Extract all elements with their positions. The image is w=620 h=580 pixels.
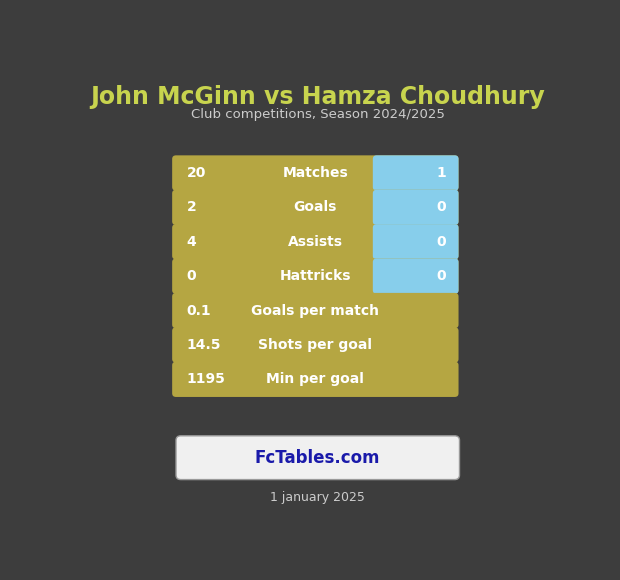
FancyBboxPatch shape bbox=[176, 436, 459, 480]
Text: Min per goal: Min per goal bbox=[267, 372, 365, 386]
Text: Shots per goal: Shots per goal bbox=[259, 338, 373, 352]
FancyBboxPatch shape bbox=[373, 259, 459, 294]
FancyBboxPatch shape bbox=[373, 155, 459, 191]
FancyBboxPatch shape bbox=[172, 259, 459, 294]
FancyBboxPatch shape bbox=[172, 155, 459, 191]
Text: 0: 0 bbox=[436, 269, 446, 283]
Text: 1 january 2025: 1 january 2025 bbox=[270, 491, 365, 503]
Text: FcTables.com: FcTables.com bbox=[255, 449, 381, 467]
Text: John McGinn vs Hamza Choudhury: John McGinn vs Hamza Choudhury bbox=[91, 85, 545, 109]
FancyBboxPatch shape bbox=[172, 327, 459, 362]
Text: Club competitions, Season 2024/2025: Club competitions, Season 2024/2025 bbox=[191, 107, 445, 121]
Text: 0: 0 bbox=[187, 269, 196, 283]
FancyBboxPatch shape bbox=[172, 190, 459, 225]
Text: Goals: Goals bbox=[294, 200, 337, 215]
Text: 2: 2 bbox=[187, 200, 197, 215]
Text: 1: 1 bbox=[436, 166, 446, 180]
Text: Goals per match: Goals per match bbox=[251, 303, 379, 317]
Text: 4: 4 bbox=[187, 235, 197, 249]
Text: 20: 20 bbox=[187, 166, 206, 180]
Text: Assists: Assists bbox=[288, 235, 343, 249]
Text: 0: 0 bbox=[436, 200, 446, 215]
FancyBboxPatch shape bbox=[172, 362, 459, 397]
Text: Hattricks: Hattricks bbox=[280, 269, 351, 283]
FancyBboxPatch shape bbox=[373, 190, 459, 225]
FancyBboxPatch shape bbox=[373, 224, 459, 259]
FancyBboxPatch shape bbox=[172, 293, 459, 328]
Text: Matches: Matches bbox=[283, 166, 348, 180]
Text: 14.5: 14.5 bbox=[187, 338, 221, 352]
Text: 0.1: 0.1 bbox=[187, 303, 211, 317]
FancyBboxPatch shape bbox=[172, 224, 459, 259]
Text: 0: 0 bbox=[436, 235, 446, 249]
Text: 1195: 1195 bbox=[187, 372, 226, 386]
